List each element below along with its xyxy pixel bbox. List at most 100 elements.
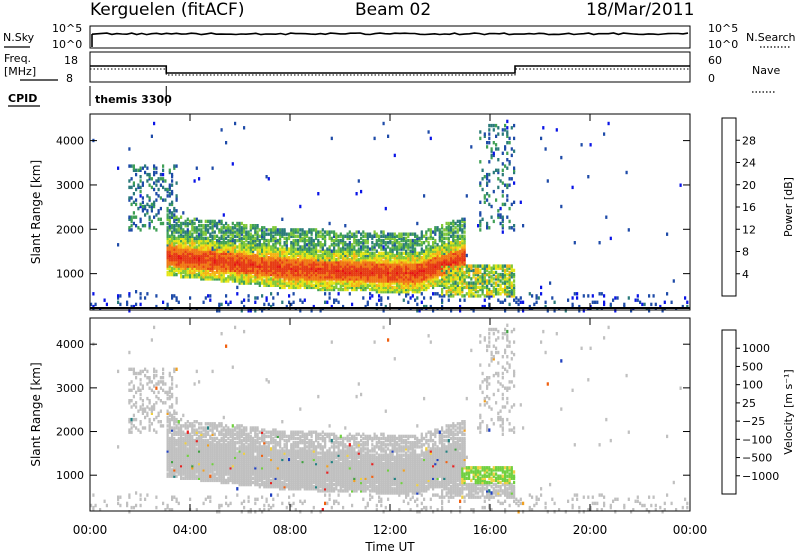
velocity-cell [186,426,189,430]
power-cell [463,272,466,277]
power-cell [285,241,288,245]
power-cell [447,221,450,226]
power-cell [299,245,302,249]
power-cell [380,298,383,302]
power-cell [177,258,180,262]
power-cell [193,217,196,221]
power-cell [315,279,318,283]
power-cell [294,243,297,247]
power-cell [371,279,374,283]
power-cell [461,262,464,266]
power-cell [290,277,293,281]
velocity-cell [175,441,178,445]
velocity-cell [202,459,205,464]
power-cell [357,230,360,234]
power-cell [270,272,273,277]
power-cell [171,211,174,215]
power-cell [272,302,275,307]
power-cell [128,294,131,298]
power-cell [177,270,180,275]
power-cell [128,309,131,313]
velocity-cell [180,466,183,470]
velocity-cell [209,447,212,451]
velocity-cell [189,434,192,439]
power-cell [225,251,228,255]
power-cell [308,264,311,268]
power-cell [173,236,176,241]
velocity-cell [166,420,169,424]
power-cell [218,255,221,260]
power-cell [321,275,324,279]
power-cell [393,279,396,283]
power-cell [252,241,255,245]
power-cell [135,224,138,228]
power-cell [222,243,225,247]
power-cell [306,234,309,238]
power-cell [351,255,354,260]
power-cell [380,230,383,234]
velocity-cell [211,445,214,449]
power-cell [213,266,216,270]
power-cell [270,258,273,262]
power-cell [481,168,484,172]
power-cell [441,241,444,245]
power-cell [504,202,507,207]
power-cell [308,228,311,232]
power-cell [353,285,356,290]
power-cell [186,238,189,243]
velocity-cell [200,422,203,426]
power-cell [459,309,462,313]
power-cell [292,268,295,273]
velocity-cell [204,447,207,451]
power-cell [346,251,349,255]
power-cell [306,238,309,243]
power-cell [452,287,455,292]
power-cell [180,258,183,262]
power-cell [684,296,687,300]
power-cell [312,249,315,253]
power-cell [171,296,174,300]
power-cell [267,177,270,181]
power-cell [339,232,342,236]
power-cell [420,277,423,281]
power-cell [378,262,381,266]
power-cell [171,202,174,207]
velocity-cell [207,455,210,459]
power-cell [326,272,329,277]
power-cell [231,234,234,238]
velocity-cell [180,461,183,466]
power-cell [360,241,363,245]
power-cell [450,285,453,290]
power-cell [549,281,552,285]
power-cell [463,247,466,251]
power-cell [146,179,149,183]
power-cell [488,281,491,285]
power-cell [256,226,259,230]
velocity-cell [166,443,169,447]
power-cell [218,253,221,258]
power-cell [294,275,297,279]
power-cell [411,245,414,249]
power-cell [171,183,174,187]
power-cell [465,270,468,275]
power-cell [261,249,264,253]
power-cell [333,255,336,260]
power-cell [463,275,466,279]
power-cell [229,258,232,262]
velocity-cell [132,386,135,390]
power-cell [153,121,156,126]
power-cell [207,264,210,268]
power-cell [218,221,221,226]
power-cell [153,170,156,175]
power-cell [351,272,354,277]
power-cell [173,217,176,221]
power-cell [360,268,363,273]
power-cell [407,258,410,262]
velocity-cell [153,407,156,411]
power-cell [434,270,437,275]
power-cell [353,258,356,262]
power-cell [486,264,489,268]
power-cell [267,264,270,268]
power-cell [378,264,381,268]
power-cell [240,226,243,230]
